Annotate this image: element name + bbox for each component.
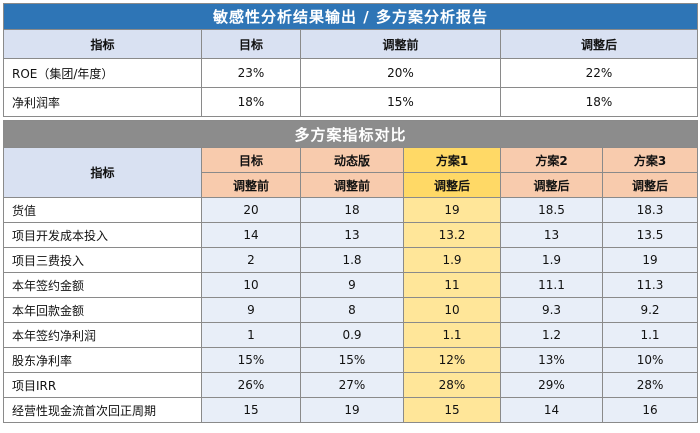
cell-value: 13: [300, 222, 404, 248]
summary-header-after: 调整后: [500, 29, 698, 59]
table-row: 项目开发成本投入 14 13 13.2 13 13.5: [3, 222, 699, 248]
cell-value: 9: [201, 297, 301, 323]
cell-value: 11.1: [500, 272, 603, 298]
row-label: 项目IRR: [3, 372, 202, 398]
summary-row: 净利润率 18% 15% 18%: [3, 87, 698, 117]
cell-value: 11.3: [601, 272, 699, 298]
summary-header-indicator: 指标: [3, 29, 202, 59]
summary-cell-before: 15%: [300, 87, 501, 117]
summary-cell-after: 22%: [500, 58, 698, 88]
row-label: 本年回款金额: [3, 297, 202, 323]
cell-value: 2: [201, 247, 301, 273]
comparison-title: 多方案指标对比: [2, 120, 699, 148]
cell-value: 13%: [500, 347, 603, 373]
column-name-plan1: 方案1: [403, 147, 501, 173]
cell-value: 1.8: [300, 247, 404, 273]
summary-row-label: 净利润率: [3, 87, 202, 117]
summary-header-before: 调整前: [300, 29, 501, 59]
summary-cell-before: 20%: [300, 58, 501, 88]
table-row: 货值 20 18 19 18.5 18.3: [3, 197, 699, 223]
report-title: 敏感性分析结果输出 / 多方案分析报告: [3, 3, 698, 30]
row-label: 经营性现金流首次回正周期: [3, 397, 202, 423]
row-label: 股东净利率: [3, 347, 202, 373]
cell-value: 18: [300, 197, 404, 223]
summary-cell-target: 23%: [201, 58, 301, 88]
cell-value: 15: [201, 397, 301, 423]
summary-row-label: ROE（集团/年度）: [3, 58, 202, 88]
cell-value: 13.2: [403, 222, 501, 248]
column-name-plan3: 方案3: [601, 147, 699, 173]
cell-value: 19: [300, 397, 404, 423]
comparison-table: 多方案指标对比 指标 目标 动态版 方案1 方案2 方案3 调整前 调整前 调整…: [2, 120, 699, 423]
summary-row: ROE（集团/年度） 23% 20% 22%: [3, 58, 698, 88]
column-name-target: 目标: [201, 147, 301, 173]
cell-value: 10: [403, 297, 501, 323]
comparison-header-indicator: 指标: [3, 147, 202, 198]
table-row: 本年签约金额 10 9 11 11.1 11.3: [3, 272, 699, 298]
table-row: 项目三费投入 2 1.8 1.9 1.9 19: [3, 247, 699, 273]
cell-value: 9: [300, 272, 404, 298]
cell-value: 13.5: [601, 222, 699, 248]
cell-value: 18.3: [601, 197, 699, 223]
column-sub-plan3: 调整后: [601, 172, 699, 198]
table-row: 项目IRR 26% 27% 28% 29% 28%: [3, 372, 699, 398]
table-row: 本年回款金额 9 8 10 9.3 9.2: [3, 297, 699, 323]
cell-value: 0.9: [300, 322, 404, 348]
cell-value: 1: [201, 322, 301, 348]
row-label: 项目开发成本投入: [3, 222, 202, 248]
column-name-plan2: 方案2: [500, 147, 603, 173]
summary-cell-after: 18%: [500, 87, 698, 117]
cell-value: 18.5: [500, 197, 603, 223]
column-sub-plan2: 调整后: [500, 172, 603, 198]
cell-value: 27%: [300, 372, 404, 398]
row-label: 货值: [3, 197, 202, 223]
cell-value: 15%: [300, 347, 404, 373]
cell-value: 29%: [500, 372, 603, 398]
summary-table: 敏感性分析结果输出 / 多方案分析报告 指标 目标 调整前 调整后 ROE（集团…: [3, 3, 698, 117]
table-row: 股东净利率 15% 15% 12% 13% 10%: [3, 347, 699, 373]
cell-value: 28%: [403, 372, 501, 398]
summary-cell-target: 18%: [201, 87, 301, 117]
comparison-body: 货值 20 18 19 18.5 18.3 项目开发成本投入 14 13 13.2 13 13.5 项目…: [3, 197, 699, 423]
cell-value: 19: [403, 197, 501, 223]
cell-value: 15%: [201, 347, 301, 373]
cell-value: 28%: [601, 372, 699, 398]
row-label: 项目三费投入: [3, 247, 202, 273]
cell-value: 10: [201, 272, 301, 298]
cell-value: 1.2: [500, 322, 603, 348]
table-row: 经营性现金流首次回正周期 15 19 15 14 16: [3, 397, 699, 423]
cell-value: 13: [500, 222, 603, 248]
cell-value: 1.9: [500, 247, 603, 273]
cell-value: 26%: [201, 372, 301, 398]
cell-value: 9.3: [500, 297, 603, 323]
row-label: 本年签约金额: [3, 272, 202, 298]
cell-value: 15: [403, 397, 501, 423]
column-name-dynamic: 动态版: [300, 147, 404, 173]
cell-value: 1.9: [403, 247, 501, 273]
table-row: 本年签约净利润 1 0.9 1.1 1.2 1.1: [3, 322, 699, 348]
cell-value: 9.2: [601, 297, 699, 323]
cell-value: 11: [403, 272, 501, 298]
summary-header-target: 目标: [201, 29, 301, 59]
cell-value: 20: [201, 197, 301, 223]
cell-value: 14: [201, 222, 301, 248]
column-sub-plan1: 调整后: [403, 172, 501, 198]
cell-value: 12%: [403, 347, 501, 373]
cell-value: 1.1: [601, 322, 699, 348]
cell-value: 19: [601, 247, 699, 273]
cell-value: 1.1: [403, 322, 501, 348]
cell-value: 10%: [601, 347, 699, 373]
row-label: 本年签约净利润: [3, 322, 202, 348]
cell-value: 14: [500, 397, 603, 423]
column-sub-dynamic: 调整前: [300, 172, 404, 198]
column-sub-target: 调整前: [201, 172, 301, 198]
cell-value: 16: [601, 397, 699, 423]
cell-value: 8: [300, 297, 404, 323]
